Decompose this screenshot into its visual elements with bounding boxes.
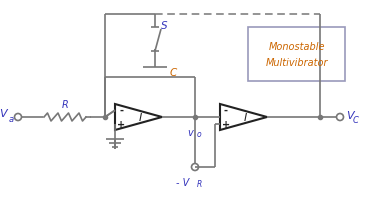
- Text: Monostable: Monostable: [268, 42, 325, 52]
- Text: Multivibrator: Multivibrator: [265, 58, 328, 68]
- Text: S: S: [161, 21, 168, 31]
- Text: +: +: [222, 119, 230, 129]
- Text: +: +: [117, 119, 125, 129]
- Text: I: I: [139, 112, 142, 122]
- Text: a: a: [9, 115, 14, 124]
- Text: v: v: [187, 127, 193, 137]
- Text: I: I: [244, 112, 247, 122]
- Text: - V: - V: [176, 177, 189, 187]
- Text: -: -: [119, 105, 123, 115]
- Text: C: C: [353, 116, 359, 125]
- Text: C: C: [170, 68, 177, 78]
- Text: V: V: [346, 110, 354, 120]
- FancyBboxPatch shape: [248, 28, 345, 82]
- Text: -: -: [224, 105, 228, 115]
- Text: R: R: [197, 179, 202, 188]
- Text: V: V: [0, 109, 7, 118]
- Text: o: o: [197, 129, 202, 138]
- Text: R: R: [62, 100, 68, 110]
